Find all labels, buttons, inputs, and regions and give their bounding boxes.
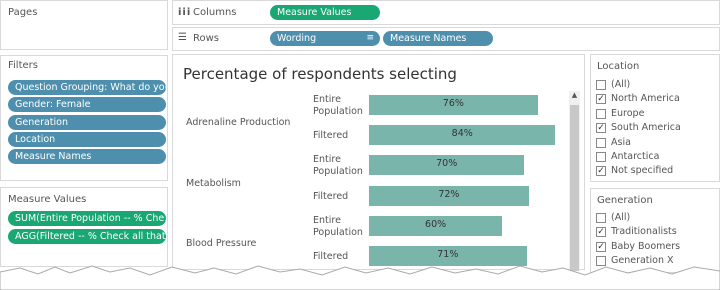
row-label: Entire Population bbox=[313, 94, 363, 117]
value-label: 72% bbox=[438, 188, 460, 200]
checkbox-label[interactable]: South America bbox=[611, 122, 681, 134]
measure-values-panel: Measure Values bbox=[0, 187, 168, 267]
checkbox[interactable]: ✓ bbox=[596, 123, 606, 134]
checkbox-label[interactable]: Antarctica bbox=[611, 151, 660, 162]
value-label: 71% bbox=[437, 249, 459, 260]
panel-title: Measure Values bbox=[8, 194, 87, 205]
checkbox-label[interactable]: Europe bbox=[611, 107, 645, 119]
bar: 84% bbox=[369, 125, 556, 146]
panel-title: Filters bbox=[8, 60, 38, 71]
rows-icon: ☰ bbox=[178, 32, 187, 43]
checkbox-label[interactable]: Baby Boomers bbox=[611, 240, 681, 252]
bar: 76% bbox=[369, 95, 538, 115]
checkbox-label[interactable]: North America bbox=[611, 93, 680, 105]
columns-icon: iii bbox=[178, 7, 192, 18]
group-label: Adrenaline Production bbox=[186, 117, 291, 129]
value-label: 70% bbox=[436, 158, 458, 170]
filter-pill[interactable]: Location bbox=[8, 131, 166, 147]
shelf-pill[interactable]: Measure Values bbox=[270, 5, 380, 20]
checkbox-label[interactable]: Traditionalists bbox=[611, 226, 677, 238]
filter-pill[interactable]: Question Grouping: What do you.. bbox=[8, 80, 166, 95]
checkbox[interactable] bbox=[596, 256, 606, 267]
value-label: 60% bbox=[425, 218, 447, 230]
group-label: Blood Pressure bbox=[186, 238, 257, 249]
value-label: 84% bbox=[451, 128, 473, 140]
location-panel: Location bbox=[590, 54, 720, 182]
checkbox[interactable] bbox=[596, 213, 606, 223]
row-label: Filtered bbox=[313, 251, 349, 262]
checkbox-label[interactable]: Asia bbox=[611, 136, 631, 148]
row-label: Filtered bbox=[313, 130, 349, 142]
bar: 70% bbox=[369, 155, 525, 176]
panel-title: Generation bbox=[597, 195, 653, 206]
columns-shelf: iii Columns bbox=[172, 0, 720, 25]
filter-pill[interactable]: Gender: Female bbox=[8, 97, 166, 113]
measure-pill[interactable]: SUM(Entire Population -- % Che.. bbox=[8, 211, 166, 226]
checkbox[interactable]: ✓ bbox=[596, 94, 606, 105]
checkbox[interactable] bbox=[596, 152, 606, 162]
row-label: Entire Population bbox=[313, 154, 363, 178]
checkbox-label[interactable]: Generation X bbox=[611, 255, 674, 267]
panel-title: Pages bbox=[8, 7, 38, 18]
checkbox[interactable] bbox=[596, 108, 606, 119]
checkbox-label[interactable]: (All) bbox=[611, 79, 631, 90]
row-label: Entire Population bbox=[313, 214, 363, 238]
shelf-pill[interactable]: Wording ≡ bbox=[270, 31, 380, 46]
filter-pill[interactable]: Measure Names bbox=[8, 149, 166, 165]
scroll-thumb[interactable] bbox=[570, 105, 579, 271]
chart-title: Percentage of respondents selecting bbox=[183, 65, 457, 83]
checkbox[interactable]: ✓ bbox=[596, 227, 606, 238]
sort-icon[interactable]: ≡ bbox=[366, 33, 374, 43]
value-label: 76% bbox=[442, 98, 464, 109]
row-label: Filtered bbox=[313, 190, 349, 202]
bar: 60% bbox=[369, 215, 503, 236]
bar: 72% bbox=[369, 185, 529, 206]
filter-pill[interactable]: Generation bbox=[8, 114, 166, 130]
pages-panel: Pages bbox=[0, 0, 168, 50]
torn-edge bbox=[0, 265, 720, 290]
checkbox[interactable]: ✓ bbox=[596, 166, 606, 177]
panel-title: Location bbox=[597, 61, 640, 72]
checkbox-label[interactable]: (All) bbox=[611, 212, 631, 223]
group-label: Metabolism bbox=[186, 177, 241, 189]
checkbox[interactable] bbox=[596, 80, 606, 90]
scrollbar[interactable]: ▲ bbox=[569, 91, 580, 271]
scroll-up[interactable]: ▲ bbox=[571, 91, 578, 99]
checkbox[interactable] bbox=[596, 137, 606, 148]
bar: 71% bbox=[369, 246, 527, 266]
shelf-label: Rows bbox=[193, 33, 220, 44]
measure-pill[interactable]: AGG(Filtered -- % Check all that .. bbox=[8, 229, 166, 244]
shelf-pill[interactable]: Measure Names bbox=[383, 31, 493, 46]
checkbox[interactable]: ✓ bbox=[596, 241, 606, 252]
shelf-label: Columns bbox=[193, 7, 237, 18]
checkbox-label[interactable]: Not specified bbox=[611, 165, 674, 177]
